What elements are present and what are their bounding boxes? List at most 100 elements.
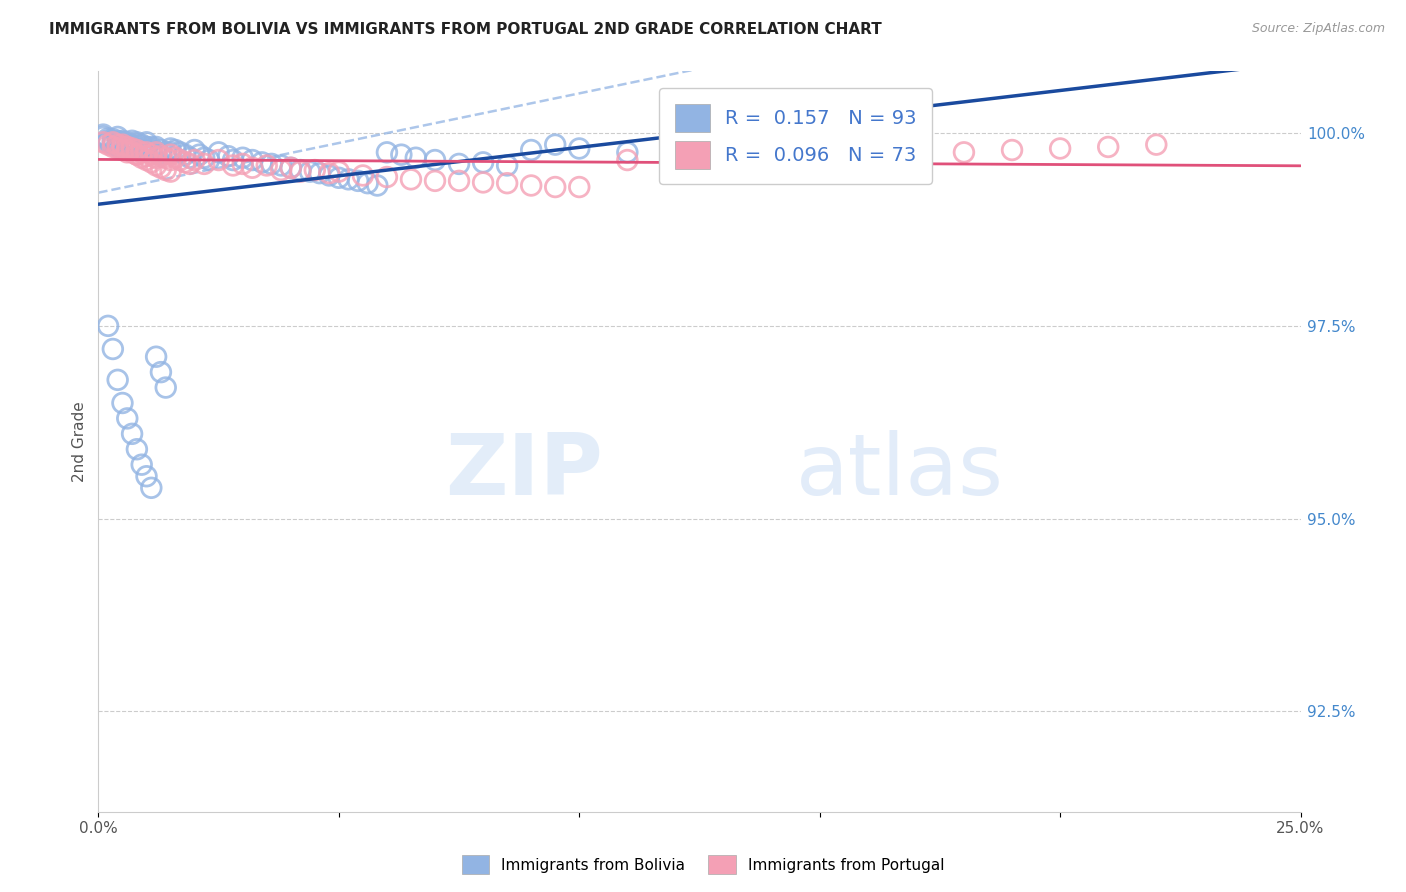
Point (149, 147, 172, 161)
Point (135, 153, 157, 167)
Point (159, 145, 181, 160)
Point (117, 137, 139, 152)
Point (183, 153, 205, 167)
Point (405, 151, 427, 165)
Point (953, 145, 976, 160)
Point (544, 137, 567, 152)
Point (240, 161, 263, 175)
Point (97, 134, 120, 148)
Point (107, 141, 129, 155)
Point (232, 151, 254, 165)
Point (111, 143, 134, 157)
Point (159, 147, 181, 161)
Point (131, 458, 153, 472)
Point (131, 137, 153, 152)
Point (472, 176, 495, 190)
Text: Source: ZipAtlas.com: Source: ZipAtlas.com (1251, 22, 1385, 36)
Point (101, 137, 124, 152)
Point (107, 137, 129, 152)
Point (250, 155, 273, 169)
Point (165, 143, 187, 157)
Point (357, 176, 380, 190)
Point (568, 141, 591, 155)
Point (616, 145, 638, 160)
Point (125, 143, 148, 157)
Point (107, 373, 129, 387)
Point (290, 164, 312, 178)
Point (117, 136, 139, 150)
Point (222, 153, 245, 167)
Point (117, 140, 139, 154)
Point (125, 141, 148, 155)
Point (145, 158, 167, 172)
Point (107, 137, 129, 152)
Point (183, 143, 205, 157)
Point (496, 176, 519, 190)
Point (111, 134, 134, 148)
Point (308, 166, 330, 180)
Point (91, 136, 114, 150)
Point (389, 147, 412, 161)
Point (101, 140, 124, 154)
Point (97, 318, 120, 333)
Point (107, 140, 129, 154)
Point (155, 151, 177, 165)
Point (155, 163, 177, 178)
Point (145, 151, 167, 165)
Point (447, 174, 470, 188)
Point (101, 136, 124, 150)
Point (347, 174, 370, 188)
Point (856, 151, 879, 165)
Point (97, 136, 120, 150)
Point (179, 151, 201, 165)
Point (121, 141, 143, 155)
Point (101, 342, 124, 356)
Point (179, 157, 201, 171)
Point (145, 140, 167, 154)
Legend: R =  0.157   N = 93, R =  0.096   N = 73: R = 0.157 N = 93, R = 0.096 N = 73 (659, 88, 932, 185)
Point (117, 145, 139, 160)
Point (159, 164, 181, 178)
Point (141, 140, 163, 154)
Point (159, 153, 181, 167)
Point (208, 153, 231, 167)
Point (193, 157, 215, 171)
Point (111, 136, 134, 150)
Point (149, 161, 172, 175)
Point (188, 147, 211, 161)
Point (256, 158, 278, 172)
Y-axis label: 2nd Grade: 2nd Grade (72, 401, 87, 482)
Point (544, 180, 567, 194)
Point (328, 164, 350, 178)
Point (375, 145, 398, 160)
Point (91, 129, 114, 144)
Point (149, 365, 172, 379)
Point (713, 158, 735, 172)
Point (217, 149, 239, 163)
Point (135, 140, 157, 154)
Point (117, 140, 139, 154)
Point (117, 411, 139, 425)
Point (366, 178, 388, 193)
Point (761, 134, 783, 148)
Point (174, 147, 197, 161)
Point (101, 132, 124, 146)
Point (808, 153, 831, 167)
Point (111, 140, 134, 154)
Point (91, 128, 114, 142)
Point (111, 396, 134, 410)
Point (121, 134, 143, 148)
Point (97, 137, 120, 152)
Point (169, 145, 191, 160)
Point (290, 163, 312, 178)
Point (135, 143, 157, 157)
Point (169, 153, 191, 167)
Point (121, 137, 143, 152)
Point (280, 161, 302, 175)
Point (135, 469, 157, 483)
Point (1144, 137, 1167, 152)
Point (568, 180, 591, 194)
Point (447, 157, 470, 171)
Point (328, 170, 350, 185)
Point (141, 147, 163, 161)
